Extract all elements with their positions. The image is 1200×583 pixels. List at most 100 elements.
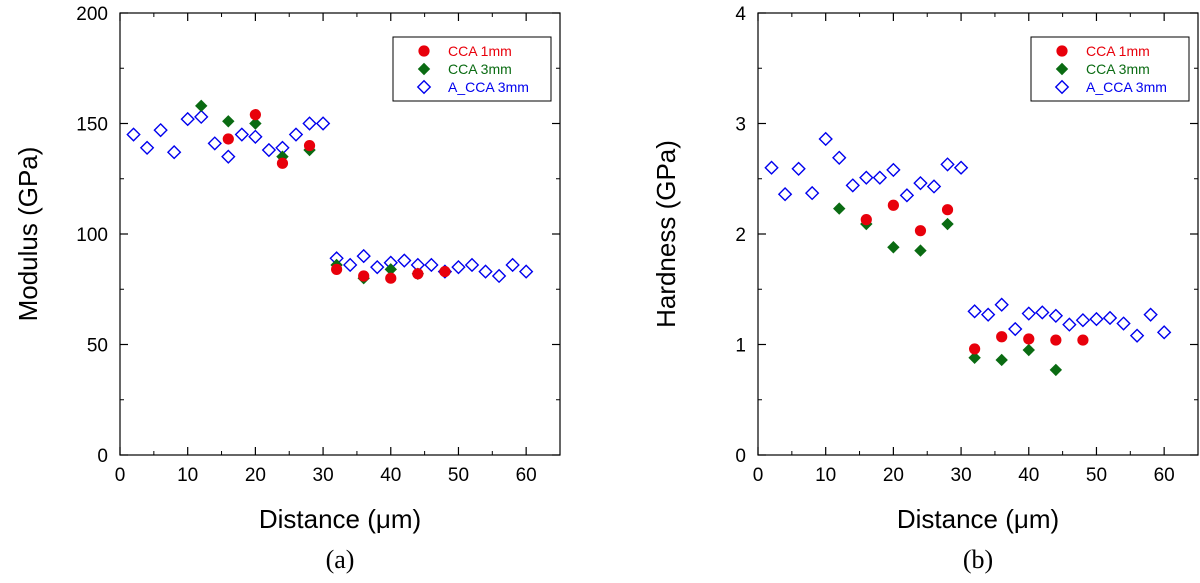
data-point — [1077, 334, 1089, 346]
legend-label: A_CCA 3mm — [448, 79, 529, 95]
legend-marker — [1054, 79, 1070, 95]
data-point — [940, 157, 955, 172]
data-point — [276, 157, 289, 169]
x-tick-label: 60 — [1154, 465, 1175, 486]
data-point — [859, 170, 874, 185]
y-axis-label: Modulus (GPa) — [13, 147, 43, 322]
data-point — [464, 257, 480, 273]
y-tick-label: 50 — [87, 336, 108, 357]
data-point — [315, 116, 331, 131]
y-tick-label: 0 — [97, 446, 108, 467]
data-point — [1023, 333, 1035, 345]
data-point — [288, 127, 304, 142]
data-point — [331, 263, 343, 275]
series-cca-3mm — [833, 202, 1063, 377]
x-tick-label: 30 — [313, 465, 334, 486]
x-axis-label: Distance (μm) — [897, 504, 1059, 534]
data-point — [1089, 311, 1104, 327]
data-point — [1116, 316, 1131, 331]
x-tick-label: 10 — [815, 465, 836, 486]
y-tick-label: 4 — [735, 4, 746, 25]
data-point — [872, 170, 888, 185]
data-point — [926, 179, 942, 194]
y-tick-label: 2 — [735, 225, 746, 246]
data-point — [358, 270, 370, 282]
x-tick-label: 40 — [380, 465, 401, 486]
data-point — [248, 129, 263, 144]
data-point — [845, 178, 860, 193]
data-point — [126, 127, 141, 142]
panel-a-modulus: 0 10 20 30 40 50 60 0 50 100 150 200 Distance (μm) Mo… — [13, 4, 561, 574]
x-tick-label: 0 — [115, 465, 126, 486]
data-point — [899, 188, 915, 203]
y-tick-label: 0 — [735, 446, 746, 467]
data-point — [914, 225, 927, 237]
data-point — [913, 175, 928, 191]
data-point — [860, 214, 872, 226]
series-cca-1mm — [222, 109, 451, 284]
data-point — [166, 145, 182, 160]
x-tick-label: 50 — [448, 465, 469, 486]
data-point — [818, 131, 833, 147]
data-point — [1075, 313, 1091, 328]
data-point — [249, 117, 262, 130]
data-point — [451, 259, 466, 275]
data-point — [302, 116, 317, 131]
legend-marker — [418, 45, 430, 57]
legend-marker — [416, 79, 432, 95]
legend-label: A_CCA 3mm — [1086, 79, 1167, 95]
data-point — [518, 264, 534, 279]
data-point — [980, 307, 996, 322]
y-tick-label: 1 — [735, 336, 746, 357]
legend-label: CCA 1mm — [1086, 43, 1150, 59]
legend: CCA 1mm CCA 3mm A_CCA 3mm — [392, 36, 552, 102]
series-a-cca-3mm — [764, 131, 1172, 343]
data-point — [370, 259, 385, 275]
data-point — [478, 264, 493, 279]
x-tick-label: 10 — [177, 465, 198, 486]
data-point — [505, 257, 520, 273]
data-point — [261, 142, 277, 158]
x-tick-label: 60 — [516, 465, 537, 486]
x-tick-label: 20 — [883, 465, 904, 486]
data-point — [139, 140, 155, 155]
data-point — [439, 265, 451, 278]
legend: CCA 1mm CCA 3mm A_CCA 3mm — [1030, 36, 1190, 102]
data-point — [385, 272, 397, 284]
data-point — [833, 202, 846, 215]
data-point — [1143, 307, 1158, 322]
data-point — [234, 127, 250, 142]
data-point — [941, 217, 954, 231]
y-tick-label: 3 — [735, 115, 746, 136]
data-point — [303, 140, 316, 152]
legend-box — [392, 36, 552, 102]
data-point — [194, 109, 209, 125]
data-point — [969, 343, 981, 355]
data-point — [994, 297, 1009, 312]
data-point — [804, 185, 820, 201]
panel-caption: (b) — [963, 545, 993, 574]
data-point — [887, 199, 899, 211]
series-cca-1mm — [860, 199, 1089, 355]
legend-label: CCA 3mm — [448, 61, 512, 77]
data-point — [968, 351, 981, 364]
data-point — [1129, 328, 1145, 343]
legend-marker — [1056, 45, 1068, 57]
data-point — [412, 268, 424, 280]
x-tick-label: 20 — [245, 465, 266, 486]
data-point — [764, 160, 779, 175]
legend-label: CCA 3mm — [1086, 61, 1150, 77]
x-tick-label: 30 — [951, 465, 972, 486]
data-point — [222, 133, 234, 145]
legend-label: CCA 1mm — [448, 43, 512, 59]
legend-marker — [417, 62, 431, 76]
data-point — [995, 353, 1008, 367]
data-point — [953, 160, 969, 175]
data-point — [1008, 321, 1023, 337]
data-point — [791, 161, 806, 176]
panel-caption: (a) — [326, 545, 355, 574]
data-point — [356, 248, 371, 264]
y-tick-label: 100 — [76, 225, 108, 246]
y-tick-label: 150 — [76, 115, 108, 136]
